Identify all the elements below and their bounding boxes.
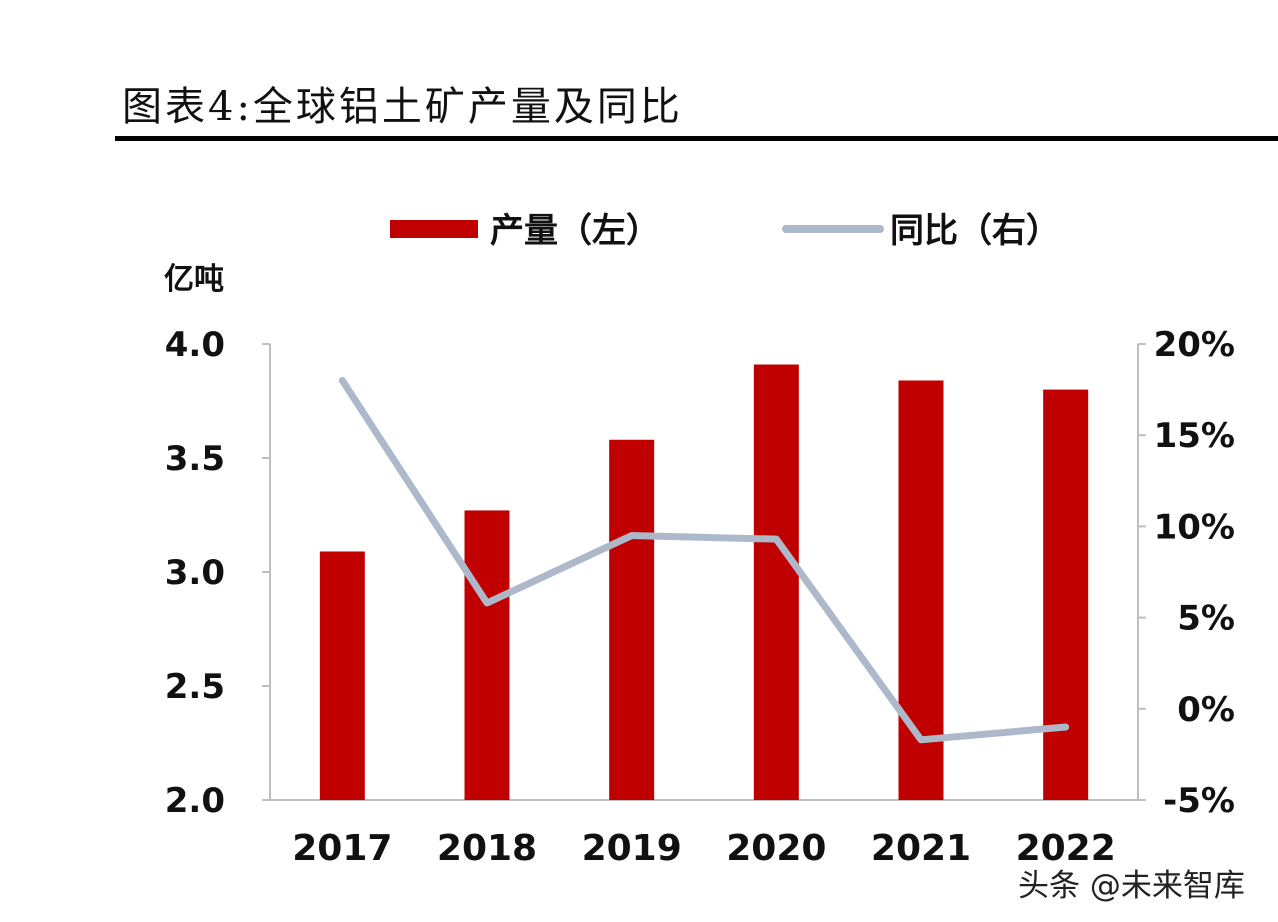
- page-title: 图表4:全球铝土矿产量及同比: [122, 84, 683, 130]
- left-tick-label: 3.0: [165, 553, 225, 593]
- x-tick-label: 2020: [726, 828, 826, 869]
- bar-2018: [464, 510, 510, 800]
- right-tick-label: 0%: [1177, 690, 1235, 730]
- left-tick-label: 2.0: [165, 781, 225, 821]
- watermark: 头条 @未来智库: [1018, 868, 1245, 904]
- y-axis-unit: 亿吨: [164, 262, 224, 297]
- axes: [262, 343, 1146, 801]
- x-tick-label: 2019: [582, 828, 682, 869]
- left-tick-label: 4.0: [165, 325, 225, 365]
- left-tick-label: 2.5: [165, 667, 225, 707]
- legend-bar-swatch: [390, 220, 478, 238]
- right-tick-label: 5%: [1177, 599, 1235, 639]
- right-tick-label: 20%: [1154, 325, 1235, 365]
- x-tick-label: 2017: [292, 828, 392, 869]
- bar-2022: [1043, 389, 1089, 800]
- axis-labels: 2.0 2.5 3.0 3.5 4.0 -5% 0% 5% 10% 15% 20% 2017 2018 2…: [165, 325, 1235, 869]
- legend: 产量（左） 同比（右）: [390, 211, 1060, 251]
- left-tick-label: 3.5: [165, 439, 225, 479]
- bar-2021: [898, 380, 944, 800]
- yoy-line-path: [338, 376, 1070, 744]
- right-tick-label: 15%: [1154, 416, 1235, 456]
- bar-2020: [753, 364, 799, 800]
- legend-line-label: 同比（右）: [890, 211, 1060, 251]
- bars: [319, 364, 1089, 800]
- bar-2019: [609, 439, 655, 800]
- x-tick-label: 2018: [437, 828, 537, 869]
- bar-2017: [319, 551, 365, 800]
- x-tick-label: 2021: [871, 828, 971, 869]
- x-tick-label: 2022: [1016, 828, 1116, 869]
- yoy-line: [338, 376, 1070, 744]
- right-tick-label: -5%: [1163, 781, 1235, 821]
- legend-bar-label: 产量（左）: [490, 211, 660, 251]
- right-tick-label: 10%: [1154, 507, 1235, 547]
- title-underline: [115, 136, 1278, 141]
